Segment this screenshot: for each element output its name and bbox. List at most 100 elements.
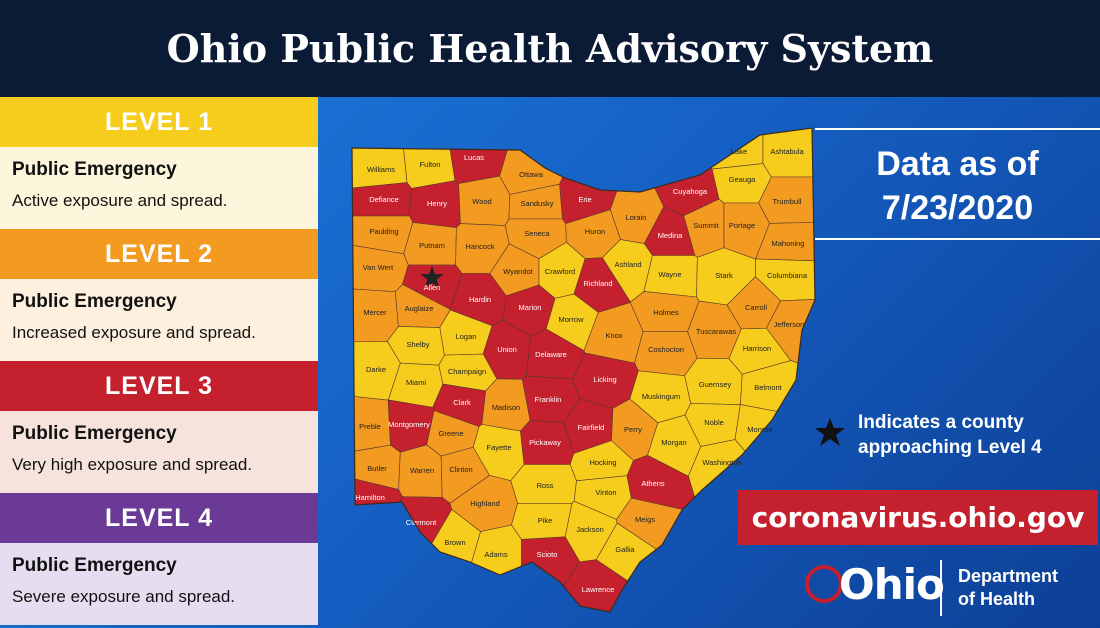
county-label: Washington <box>702 458 741 467</box>
county-label: Hancock <box>465 242 494 251</box>
county-label: Athens <box>641 479 665 488</box>
county-label: Pickaway <box>529 438 561 447</box>
level-description: Increased exposure and spread. <box>12 323 256 342</box>
county-label: Mercer <box>363 308 387 317</box>
county-label: Mahoning <box>772 239 805 248</box>
county-label: Medina <box>658 231 683 240</box>
county-label: Knox <box>605 331 622 340</box>
county-label: Delaware <box>535 350 567 359</box>
county-label: Union <box>497 345 517 354</box>
county-label: Jefferson <box>774 320 805 329</box>
county-label: Lake <box>731 147 747 156</box>
county-label: Lucas <box>464 153 484 162</box>
county-label: Butler <box>367 464 387 473</box>
date-box: Data as of 7/23/2020 <box>815 128 1100 240</box>
county-label: Geauga <box>729 175 757 184</box>
county-label: Portage <box>729 221 755 230</box>
level-body: Public Emergency Very high exposure and s… <box>0 411 318 493</box>
county-star <box>420 266 444 288</box>
county-label: Highland <box>470 499 500 508</box>
county-label: Greene <box>438 429 463 438</box>
level-header: LEVEL 4 <box>0 493 318 543</box>
county-label: Perry <box>624 425 642 434</box>
county-label: Ross <box>536 481 553 490</box>
county-label: Wood <box>472 197 491 206</box>
state-outline <box>351 127 816 613</box>
county-label: Monroe <box>747 425 772 434</box>
county-label: Clark <box>453 398 471 407</box>
level-heading: Public Emergency <box>12 423 177 444</box>
county-label: Ashtabula <box>770 147 804 156</box>
county-label: Wyandot <box>503 267 533 276</box>
county-label: Darke <box>366 365 386 374</box>
level-description: Severe exposure and spread. <box>12 587 236 606</box>
county-label: Preble <box>359 422 381 431</box>
county-label: Ashland <box>614 260 641 269</box>
county-label: Jackson <box>576 525 604 534</box>
county-label: Clinton <box>449 465 472 474</box>
note-star <box>815 418 845 446</box>
logo-ring <box>805 565 843 603</box>
department: Department of Health <box>958 565 1058 611</box>
county-label: Huron <box>585 227 605 236</box>
county-label: Cuyahoga <box>673 187 708 196</box>
county-label: Putnam <box>419 241 445 250</box>
county-label: Williams <box>367 165 395 174</box>
county-label: Vinton <box>595 488 616 497</box>
date-line: Data as of <box>876 145 1039 183</box>
county-label: Tuscarawas <box>696 327 736 336</box>
county-label: Ottawa <box>519 170 544 179</box>
title: Ohio Public Health Advisory System <box>0 0 1100 97</box>
county-label: Seneca <box>524 229 550 238</box>
county-label: Lorain <box>626 213 647 222</box>
county-label: Belmont <box>754 383 782 392</box>
county-label: Madison <box>492 403 520 412</box>
county-label: Licking <box>593 375 616 384</box>
county-label: Morrow <box>558 315 584 324</box>
county-label: Montgomery <box>388 420 430 429</box>
level-header: LEVEL 1 <box>0 97 318 147</box>
county-label: Fayette <box>486 443 511 452</box>
level-body: Public Emergency Increased exposure and s… <box>0 279 318 361</box>
level-header: LEVEL 2 <box>0 229 318 279</box>
logo: Ohio <box>805 560 945 609</box>
star-note: Indicates a county approaching Level 4 <box>858 412 1042 458</box>
county-label: Harrison <box>743 344 771 353</box>
county-label: Champaign <box>448 367 486 376</box>
county-label: Erie <box>578 195 591 204</box>
county-label: Paulding <box>369 227 398 236</box>
logo-text: Ohio <box>839 560 945 609</box>
county-label: Brown <box>444 538 465 547</box>
county-label: Gallia <box>615 545 635 554</box>
county-label: Hardin <box>469 295 491 304</box>
county-label: Carroll <box>745 303 767 312</box>
county-label: Crawford <box>545 267 575 276</box>
department-line: Department <box>958 566 1059 586</box>
legend: LEVEL 1 Public Emergency Active exposure a… <box>0 97 318 628</box>
county-label: Van Wert <box>363 263 394 272</box>
level-body: Public Emergency Severe exposure and spre… <box>0 543 318 625</box>
level-heading: Public Emergency <box>12 555 177 576</box>
county-label: Sandusky <box>521 199 554 208</box>
website: coronavirus.ohio.gov <box>738 490 1098 545</box>
level-header: LEVEL 3 <box>0 361 318 411</box>
county-label: Adams <box>484 550 508 559</box>
county-label: Muskingum <box>642 392 680 401</box>
county-label: Meigs <box>635 515 655 524</box>
county-label: Trumbull <box>773 197 802 206</box>
county-label: Franklin <box>535 395 562 404</box>
date-line: 7/23/2020 <box>881 189 1034 227</box>
county-label: Columbiana <box>767 271 808 280</box>
county-label: Auglaize <box>405 304 434 313</box>
county-label: Warren <box>410 466 434 475</box>
county-label: Marion <box>519 303 542 312</box>
level-description: Very high exposure and spread. <box>12 455 253 474</box>
county-label: Henry <box>427 199 447 208</box>
county-label: Logan <box>456 332 477 341</box>
county-label: Lawrence <box>582 585 615 594</box>
county-label: Fairfield <box>578 423 605 432</box>
level-heading: Public Emergency <box>12 159 177 180</box>
county-label: Scioto <box>537 550 558 559</box>
